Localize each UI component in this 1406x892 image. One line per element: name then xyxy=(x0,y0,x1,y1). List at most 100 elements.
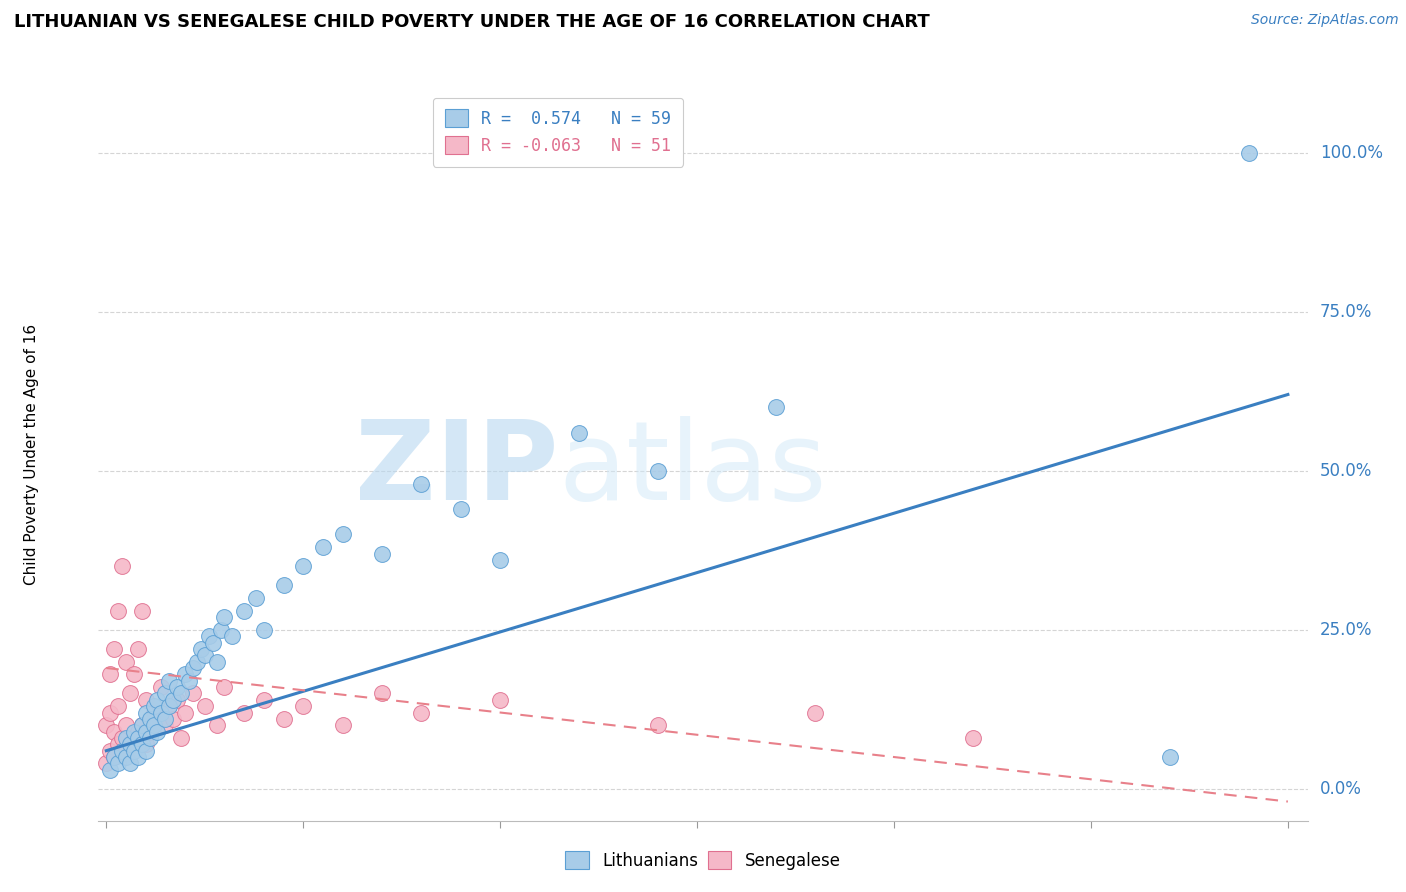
Point xyxy=(118,756,141,771)
Point xyxy=(103,724,125,739)
Point xyxy=(103,641,125,656)
Point xyxy=(122,744,145,758)
Point xyxy=(122,667,145,681)
Text: ZIP: ZIP xyxy=(354,416,558,523)
Point xyxy=(98,744,121,758)
Point xyxy=(96,756,118,771)
Point xyxy=(166,693,188,707)
Point xyxy=(181,661,204,675)
Point xyxy=(197,629,219,643)
Point xyxy=(138,712,160,726)
Point xyxy=(142,706,165,720)
Point xyxy=(205,655,228,669)
Point xyxy=(135,724,157,739)
Point xyxy=(233,706,256,720)
Point xyxy=(194,648,217,663)
Point xyxy=(127,750,149,764)
Point xyxy=(181,686,204,700)
Point xyxy=(127,641,149,656)
Point xyxy=(647,464,669,478)
Point xyxy=(115,744,138,758)
Text: LITHUANIAN VS SENEGALESE CHILD POVERTY UNDER THE AGE OF 16 CORRELATION CHART: LITHUANIAN VS SENEGALESE CHILD POVERTY U… xyxy=(14,13,929,31)
Point xyxy=(142,718,165,732)
Point xyxy=(98,763,121,777)
Point xyxy=(411,476,433,491)
Text: 50.0%: 50.0% xyxy=(1320,462,1372,480)
Point xyxy=(111,731,134,745)
Point xyxy=(214,610,236,624)
Point xyxy=(111,744,134,758)
Point xyxy=(127,724,149,739)
Text: Source: ZipAtlas.com: Source: ZipAtlas.com xyxy=(1251,13,1399,28)
Point xyxy=(122,724,145,739)
Point xyxy=(107,737,129,751)
Point xyxy=(1237,145,1260,160)
Point xyxy=(273,578,295,592)
Point xyxy=(150,706,173,720)
Point xyxy=(568,425,591,440)
Point xyxy=(312,540,335,554)
Point xyxy=(138,724,160,739)
Point xyxy=(245,591,267,605)
Point xyxy=(98,706,121,720)
Text: atlas: atlas xyxy=(558,416,827,523)
Point xyxy=(489,693,512,707)
Point xyxy=(450,502,472,516)
Point xyxy=(174,667,197,681)
Point xyxy=(131,604,153,618)
Text: Child Poverty Under the Age of 16: Child Poverty Under the Age of 16 xyxy=(24,325,39,585)
Point xyxy=(122,731,145,745)
Point xyxy=(162,693,184,707)
Point xyxy=(162,712,184,726)
Point xyxy=(170,731,193,745)
Point xyxy=(118,737,141,751)
Point xyxy=(489,553,512,567)
Point xyxy=(647,718,669,732)
Text: 100.0%: 100.0% xyxy=(1320,144,1382,161)
Point xyxy=(103,750,125,764)
Point xyxy=(146,693,169,707)
Point xyxy=(115,718,138,732)
Point xyxy=(194,699,217,714)
Point xyxy=(221,629,243,643)
Point xyxy=(131,718,153,732)
Point xyxy=(371,547,394,561)
Legend: Lithuanians, Senegalese: Lithuanians, Senegalese xyxy=(557,843,849,878)
Point xyxy=(155,718,177,732)
Point xyxy=(115,750,138,764)
Point xyxy=(174,706,197,720)
Point xyxy=(186,655,208,669)
Point xyxy=(135,744,157,758)
Point xyxy=(131,737,153,751)
Point xyxy=(150,680,173,694)
Point xyxy=(118,737,141,751)
Point xyxy=(253,623,276,637)
Point xyxy=(765,401,787,415)
Point xyxy=(135,706,157,720)
Point xyxy=(157,699,180,714)
Point xyxy=(209,623,232,637)
Point xyxy=(177,673,200,688)
Point xyxy=(962,731,984,745)
Point xyxy=(804,706,827,720)
Point xyxy=(155,712,177,726)
Point xyxy=(332,718,354,732)
Point xyxy=(190,641,212,656)
Point xyxy=(135,693,157,707)
Point xyxy=(155,686,177,700)
Point xyxy=(1159,750,1181,764)
Point xyxy=(131,718,153,732)
Point xyxy=(96,718,118,732)
Point xyxy=(166,680,188,694)
Point xyxy=(146,712,169,726)
Point xyxy=(115,731,138,745)
Point xyxy=(127,731,149,745)
Point xyxy=(146,724,169,739)
Point xyxy=(107,699,129,714)
Point xyxy=(111,559,134,574)
Point xyxy=(135,737,157,751)
Point xyxy=(107,604,129,618)
Text: 0.0%: 0.0% xyxy=(1320,780,1361,797)
Point xyxy=(205,718,228,732)
Point xyxy=(157,673,180,688)
